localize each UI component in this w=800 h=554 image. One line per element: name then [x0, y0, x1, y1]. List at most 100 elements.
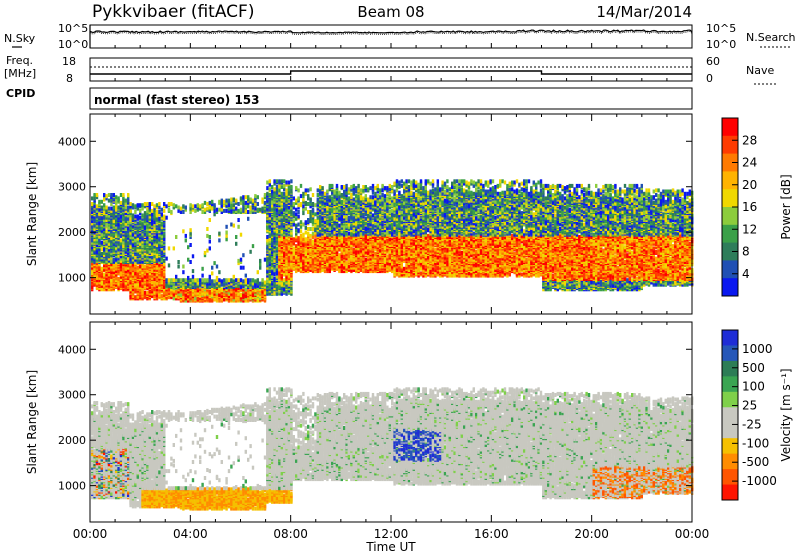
heatmap-cell [204, 201, 206, 205]
heatmap-cell [345, 261, 347, 265]
heatmap-cell [137, 221, 139, 225]
heatmap-cell [309, 234, 311, 238]
heatmap-cell [139, 216, 141, 220]
heatmap-cell [158, 206, 160, 210]
heatmap-cell [300, 202, 302, 206]
heatmap-cell [185, 278, 187, 282]
heatmap-cell [137, 215, 139, 219]
heatmap-cell [290, 185, 292, 189]
heatmap-cell [108, 193, 110, 197]
heatmap-cell [297, 223, 299, 227]
heatmap-cell [314, 238, 316, 242]
heatmap-cell [153, 204, 155, 208]
heatmap-cell [185, 234, 187, 238]
heatmap-cell [237, 259, 239, 263]
heatmap-cell [293, 246, 295, 250]
heatmap-cell [278, 179, 280, 183]
heatmap-cell [312, 240, 314, 244]
heatmap-cell [338, 199, 340, 203]
heatmap-cell [329, 211, 331, 215]
heatmap-cell [134, 283, 136, 287]
heatmap-cell [213, 212, 215, 216]
heatmap-cell [225, 278, 227, 282]
heatmap-cell [165, 257, 167, 261]
heatmap-cell [350, 232, 352, 236]
heatmap-cell [134, 231, 136, 235]
heatmap-cell [302, 204, 304, 208]
heatmap-cell [237, 202, 239, 206]
heatmap-cell [295, 199, 297, 203]
heatmap-cell [98, 200, 100, 204]
heatmap-cell [300, 234, 302, 238]
heatmap-cell [293, 237, 295, 241]
heatmap-cell [237, 225, 239, 229]
heatmap-cell [216, 276, 218, 280]
heatmap-cell [165, 216, 167, 220]
heatmap-cell [225, 209, 227, 213]
heatmap-cell [163, 209, 165, 213]
heatmap-cell [218, 270, 220, 274]
heatmap-cell [218, 232, 220, 236]
heatmap-cell [266, 186, 268, 190]
heatmap-cell [209, 246, 211, 250]
heatmap-cell [317, 198, 319, 202]
heatmap-cell [180, 293, 182, 297]
heatmap-cell [300, 225, 302, 229]
noise-panel: N.Sky 10^5 10^0 10^5 10^0 N.Search [4, 22, 796, 51]
heatmap-cell [283, 278, 285, 282]
heatmap-cell [338, 253, 340, 257]
freq-panel: Freq. [MHz] 18 8 60 0 Nave CPID normal (… [4, 54, 776, 109]
heatmap-cell [141, 213, 143, 217]
noise-right-tick-top: 10^5 [706, 22, 736, 35]
heatmap-cell [127, 229, 129, 233]
heatmap-cell [110, 219, 112, 223]
heatmap-cell [144, 265, 146, 269]
heatmap-cell [146, 291, 148, 295]
heatmap-cell [343, 225, 345, 229]
heatmap-cell [341, 193, 343, 197]
heatmap-cell [101, 200, 103, 204]
heatmap-cell [297, 203, 299, 207]
heatmap-cell [185, 206, 187, 210]
heatmap-cell [233, 198, 235, 202]
heatmap-cell [199, 278, 201, 282]
heatmap-cell [257, 270, 259, 274]
heatmap-cell [182, 278, 184, 282]
heatmap-cell [261, 278, 263, 282]
heatmap-cell [233, 275, 235, 279]
heatmap-cell [302, 266, 304, 270]
heatmap-cell [223, 278, 225, 282]
heatmap-cell [132, 213, 134, 217]
heatmap-cell [345, 250, 347, 254]
heatmap-cell [276, 246, 278, 250]
heatmap-cell [307, 194, 309, 198]
heatmap-cell [175, 204, 177, 208]
heatmap-cell [125, 199, 127, 203]
heatmap-cell [158, 210, 160, 214]
heatmap-cell [321, 186, 323, 190]
heatmap-cell [247, 210, 249, 214]
heatmap-cell [213, 203, 215, 207]
heatmap-cell [309, 210, 311, 214]
heatmap-cell [254, 194, 256, 198]
noise-left-tick-bottom: 10^0 [58, 38, 88, 51]
heatmap-cell [105, 194, 107, 198]
heatmap-cell [300, 237, 302, 241]
heatmap-cell [235, 235, 237, 239]
heatmap-cell [307, 210, 309, 214]
heatmap-cell [108, 199, 110, 203]
heatmap-cell [302, 192, 304, 196]
heatmap-cell [319, 185, 321, 189]
heatmap-cell [312, 227, 314, 231]
heatmap-cell [307, 237, 309, 241]
heatmap-cell [288, 181, 290, 185]
heatmap-cell [345, 184, 347, 188]
heatmap-cell [242, 206, 244, 210]
heatmap-cell [245, 201, 247, 205]
heatmap-cell [305, 207, 307, 211]
heatmap-cell [93, 204, 95, 208]
heatmap-cell [105, 229, 107, 233]
heatmap-cell [216, 265, 218, 269]
heatmap-cell [336, 184, 338, 188]
heatmap-cell [350, 185, 352, 189]
